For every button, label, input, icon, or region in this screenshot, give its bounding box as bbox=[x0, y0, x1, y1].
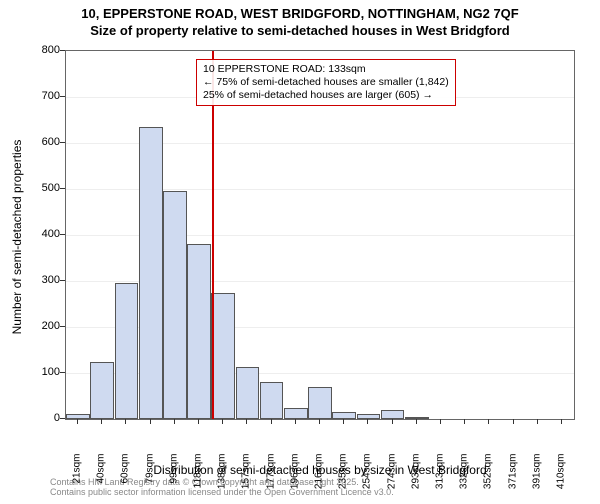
title-line-1: 10, EPPERSTONE ROAD, WEST BRIDGFORD, NOT… bbox=[0, 6, 600, 23]
histogram-bar bbox=[139, 127, 163, 419]
x-tick-label: 40sqm bbox=[96, 454, 107, 504]
x-tick-mark bbox=[416, 419, 417, 424]
annotation-line-1: 10 EPPERSTONE ROAD: 133sqm bbox=[203, 63, 449, 76]
title-line-2: Size of property relative to semi-detach… bbox=[0, 23, 600, 40]
annotation-line-2: ← 75% of semi-detached houses are smalle… bbox=[203, 76, 449, 89]
histogram-bar bbox=[211, 293, 235, 420]
x-tick-label: 157sqm bbox=[241, 454, 252, 504]
y-tick-label: 500 bbox=[30, 182, 60, 194]
histogram-bar bbox=[405, 417, 429, 419]
histogram-bar bbox=[115, 283, 139, 419]
x-tick-mark bbox=[246, 419, 247, 424]
annotation-box: 10 EPPERSTONE ROAD: 133sqm ← 75% of semi… bbox=[196, 59, 456, 106]
x-tick-mark bbox=[488, 419, 489, 424]
y-tick-mark bbox=[60, 96, 65, 97]
x-tick-mark bbox=[222, 419, 223, 424]
x-tick-mark bbox=[464, 419, 465, 424]
y-tick-mark bbox=[60, 372, 65, 373]
histogram-bar bbox=[381, 410, 405, 419]
x-tick-label: 274sqm bbox=[386, 454, 397, 504]
x-tick-label: 313sqm bbox=[434, 454, 445, 504]
x-tick-mark bbox=[440, 419, 441, 424]
histogram-bar bbox=[332, 412, 356, 419]
chart-container: 10, EPPERSTONE ROAD, WEST BRIDGFORD, NOT… bbox=[0, 0, 600, 500]
y-tick-mark bbox=[60, 280, 65, 281]
x-tick-label: 352sqm bbox=[483, 454, 494, 504]
x-tick-label: 99sqm bbox=[168, 454, 179, 504]
x-tick-mark bbox=[537, 419, 538, 424]
x-tick-mark bbox=[271, 419, 272, 424]
y-tick-label: 0 bbox=[30, 412, 60, 424]
histogram-bar bbox=[187, 244, 211, 419]
y-axis-label: Number of semi-detached properties bbox=[10, 107, 24, 367]
histogram-bar bbox=[260, 382, 284, 419]
y-tick-mark bbox=[60, 418, 65, 419]
x-tick-label: 254sqm bbox=[362, 454, 373, 504]
x-tick-mark bbox=[77, 419, 78, 424]
plot-area: 10 EPPERSTONE ROAD: 133sqm ← 75% of semi… bbox=[65, 50, 575, 420]
x-tick-label: 332sqm bbox=[459, 454, 470, 504]
y-tick-mark bbox=[60, 142, 65, 143]
x-tick-mark bbox=[343, 419, 344, 424]
x-tick-mark bbox=[174, 419, 175, 424]
x-tick-mark bbox=[319, 419, 320, 424]
y-tick-label: 600 bbox=[30, 136, 60, 148]
x-tick-label: 235sqm bbox=[338, 454, 349, 504]
x-tick-mark bbox=[367, 419, 368, 424]
y-tick-label: 300 bbox=[30, 274, 60, 286]
y-tick-mark bbox=[60, 50, 65, 51]
x-tick-label: 293sqm bbox=[410, 454, 421, 504]
x-tick-label: 60sqm bbox=[120, 454, 131, 504]
annotation-line-3: 25% of semi-detached houses are larger (… bbox=[203, 89, 449, 102]
x-tick-label: 196sqm bbox=[289, 454, 300, 504]
x-tick-label: 371sqm bbox=[507, 454, 518, 504]
x-tick-mark bbox=[513, 419, 514, 424]
y-tick-label: 100 bbox=[30, 366, 60, 378]
x-tick-label: 177sqm bbox=[265, 454, 276, 504]
histogram-bar bbox=[90, 362, 114, 420]
chart-title: 10, EPPERSTONE ROAD, WEST BRIDGFORD, NOT… bbox=[0, 0, 600, 40]
x-tick-mark bbox=[150, 419, 151, 424]
y-tick-label: 400 bbox=[30, 228, 60, 240]
x-tick-label: 410sqm bbox=[555, 454, 566, 504]
x-tick-label: 138sqm bbox=[217, 454, 228, 504]
y-tick-label: 200 bbox=[30, 320, 60, 332]
histogram-bar bbox=[284, 408, 308, 420]
x-tick-mark bbox=[101, 419, 102, 424]
y-tick-mark bbox=[60, 326, 65, 327]
x-tick-mark bbox=[198, 419, 199, 424]
y-tick-mark bbox=[60, 188, 65, 189]
x-tick-label: 216sqm bbox=[314, 454, 325, 504]
x-tick-mark bbox=[561, 419, 562, 424]
histogram-bar bbox=[236, 367, 260, 419]
x-tick-label: 118sqm bbox=[193, 454, 204, 504]
histogram-bar bbox=[163, 191, 187, 419]
y-tick-label: 800 bbox=[30, 44, 60, 56]
x-tick-mark bbox=[295, 419, 296, 424]
histogram-bar bbox=[308, 387, 332, 419]
x-tick-label: 21sqm bbox=[72, 454, 83, 504]
x-tick-label: 391sqm bbox=[531, 454, 542, 504]
x-tick-mark bbox=[125, 419, 126, 424]
x-tick-mark bbox=[392, 419, 393, 424]
y-tick-label: 700 bbox=[30, 90, 60, 102]
x-tick-label: 79sqm bbox=[144, 454, 155, 504]
y-tick-mark bbox=[60, 234, 65, 235]
